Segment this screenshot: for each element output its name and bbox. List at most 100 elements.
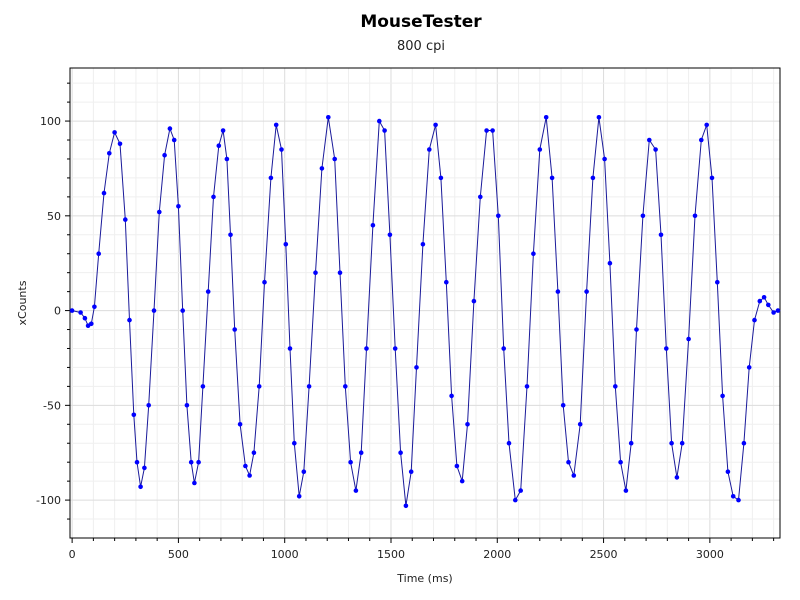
data-point: [647, 137, 652, 143]
data-point: [771, 310, 776, 315]
plot-frame: [69, 67, 781, 539]
data-point: [262, 279, 267, 285]
data-point: [326, 115, 331, 120]
data-point: [256, 384, 262, 389]
data-point: [613, 384, 618, 389]
data-point: [741, 440, 747, 446]
data-point: [180, 308, 185, 313]
data-point: [89, 321, 94, 327]
data-point: [658, 232, 664, 238]
data-point: [78, 310, 83, 315]
data-point: [537, 147, 543, 152]
data-point: [353, 488, 359, 493]
data-point: [343, 384, 348, 389]
data-point: [216, 143, 222, 148]
data-point: [167, 126, 173, 131]
data-point: [584, 289, 589, 294]
data-point: [224, 156, 230, 162]
data-point: [555, 289, 561, 294]
data-point: [490, 128, 495, 133]
data-point: [337, 270, 343, 276]
data-point: [205, 289, 211, 294]
y-tick-label: -100: [36, 494, 61, 507]
data-point: [313, 270, 318, 276]
data-point: [634, 327, 639, 332]
x-tick-label: 2000: [483, 548, 511, 561]
data-point: [306, 384, 312, 389]
data-point: [112, 130, 117, 135]
data-point: [766, 302, 771, 308]
data-point: [296, 494, 302, 499]
data-point: [513, 497, 518, 503]
data-point: [176, 204, 181, 209]
chart-subtitle: 800 cpi: [397, 39, 445, 54]
data-point: [408, 469, 414, 475]
data-point: [82, 315, 88, 321]
data-point: [496, 213, 501, 219]
data-point: [590, 175, 596, 181]
data-point: [392, 346, 398, 351]
data-point: [501, 346, 507, 351]
data-point: [301, 469, 307, 475]
data-point: [387, 232, 393, 238]
data-point: [444, 279, 449, 285]
data-point: [679, 440, 685, 446]
x-tick-label: 0: [69, 548, 76, 561]
data-point: [692, 213, 698, 219]
y-tick-label: 0: [54, 305, 61, 318]
y-axis-label: xCounts: [16, 280, 29, 325]
data-point: [273, 122, 279, 128]
data-point: [725, 469, 731, 475]
data-point: [123, 217, 128, 222]
data-point: [146, 403, 151, 408]
data-point: [403, 503, 409, 509]
data-point: [438, 175, 444, 181]
x-tick-label: 3000: [696, 548, 724, 561]
axis-ticks: 0 500 1000 1500 2000 2500 3000 -100 -50 0 50 100: [36, 82, 775, 561]
data-point: [524, 384, 530, 389]
data-point: [292, 440, 297, 446]
data-point: [398, 450, 403, 456]
data-point: [107, 151, 112, 156]
data-point: [653, 147, 658, 152]
data-point: [151, 308, 157, 313]
y-tick-label: 50: [47, 210, 61, 223]
data-point: [746, 365, 752, 370]
data-point: [607, 260, 613, 266]
data-point: [427, 147, 432, 152]
data-point: [283, 242, 289, 247]
data-point: [138, 484, 143, 490]
data-point: [196, 459, 201, 465]
data-point: [454, 463, 460, 469]
data-point: [171, 137, 177, 143]
data-point: [251, 450, 257, 456]
data-point: [279, 147, 284, 152]
data-point: [543, 115, 549, 120]
data-point: [465, 422, 470, 427]
data-point: [377, 118, 382, 124]
series-layer: [69, 115, 781, 509]
data-point: [332, 156, 338, 162]
data-point: [382, 128, 387, 133]
data-point: [420, 242, 426, 247]
data-point: [117, 141, 123, 147]
data-point: [715, 279, 720, 285]
data-point: [736, 497, 741, 503]
data-point: [566, 459, 571, 465]
data-point: [775, 308, 781, 313]
data-point: [131, 412, 137, 418]
x-tick-label: 1500: [377, 548, 405, 561]
data-point: [752, 317, 757, 323]
data-point: [730, 494, 736, 499]
data-point: [192, 480, 197, 486]
data-point: [664, 346, 669, 351]
data-point: [459, 478, 465, 484]
data-point: [478, 194, 483, 200]
data-point: [506, 440, 512, 446]
data-point: [287, 346, 293, 351]
data-point: [640, 213, 646, 219]
data-point: [211, 194, 216, 200]
data-point: [232, 327, 237, 332]
